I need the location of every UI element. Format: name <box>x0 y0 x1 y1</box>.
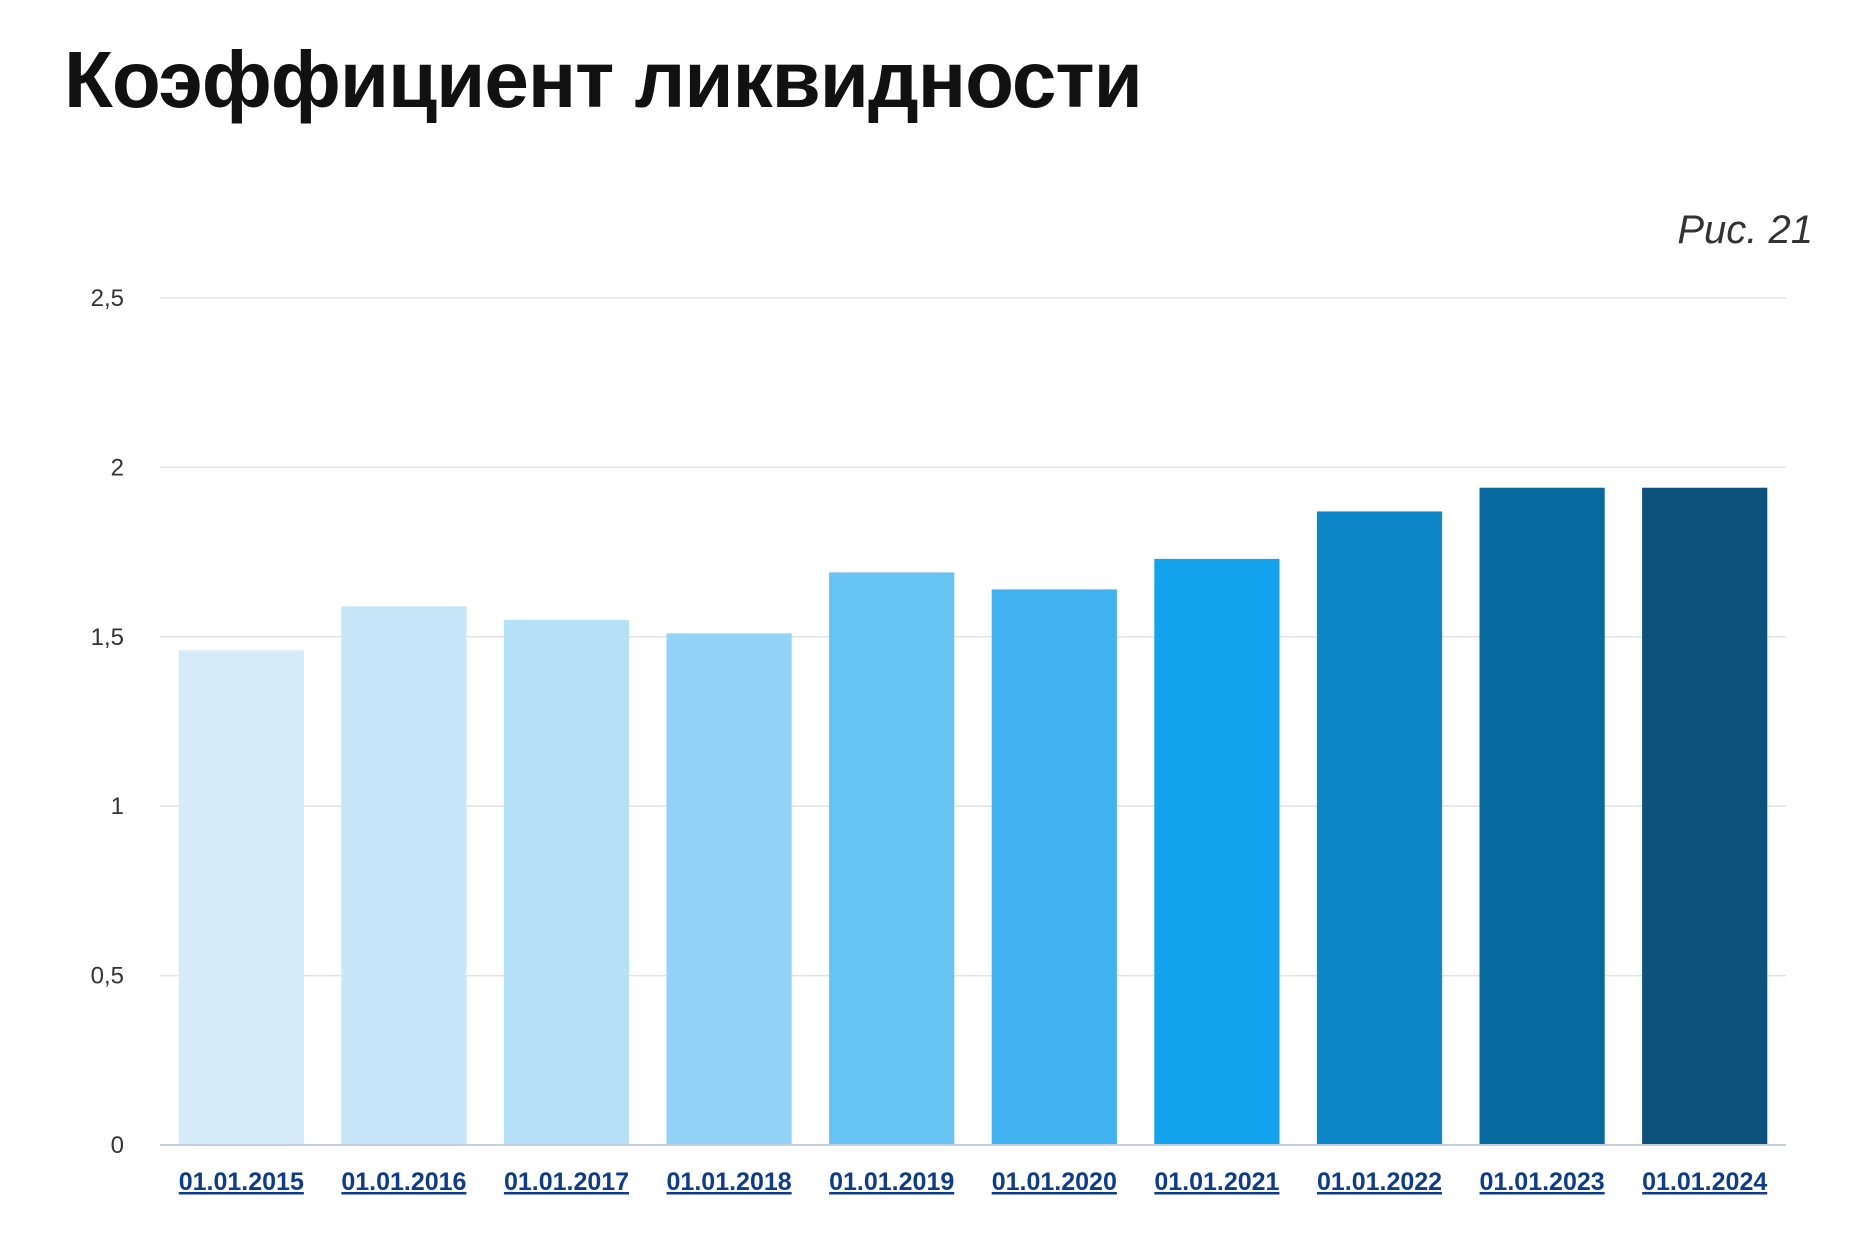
x-axis-category-labels: 01.01.2015 01.01.2016 01.01.2017 01.01.2018… <box>179 1168 1768 1196</box>
y-tick-label: 2,5 <box>91 285 124 312</box>
x-category-label[interactable]: 01.01.2017 <box>504 1168 629 1196</box>
bar-01.01.2017 <box>503 619 630 1145</box>
y-tick-label: 1,5 <box>91 624 124 651</box>
y-tick-label: 1 <box>111 793 124 820</box>
x-category-label[interactable]: 01.01.2015 <box>179 1168 304 1196</box>
bar-01.01.2024 <box>1642 487 1768 1145</box>
x-category-label[interactable]: 01.01.2022 <box>1317 1168 1442 1196</box>
bar-01.01.2020 <box>991 589 1117 1145</box>
y-tick-label: 0 <box>111 1132 124 1159</box>
y-tick-label: 0,5 <box>91 963 124 990</box>
x-category-label[interactable]: 01.01.2019 <box>829 1168 954 1196</box>
bar-01.01.2015 <box>178 650 304 1145</box>
bars <box>178 487 1768 1146</box>
x-category-label[interactable]: 01.01.2016 <box>341 1168 466 1196</box>
x-category-label[interactable]: 01.01.2023 <box>1480 1168 1605 1196</box>
y-axis-tick-labels: 0 0,5 1 1,5 2 2,5 <box>91 285 124 1159</box>
bar-01.01.2021 <box>1154 558 1280 1145</box>
x-category-label[interactable]: 01.01.2018 <box>667 1168 792 1196</box>
bar-01.01.2019 <box>829 572 955 1145</box>
x-category-label[interactable]: 01.01.2021 <box>1154 1168 1279 1196</box>
bar-01.01.2018 <box>666 633 792 1145</box>
figure-label: Рис. 21 <box>1677 208 1813 252</box>
y-tick-label: 2 <box>111 454 124 481</box>
x-category-label[interactable]: 01.01.2024 <box>1642 1168 1767 1196</box>
page-title: Коэффициент ликвидности <box>64 35 1143 124</box>
bar-01.01.2023 <box>1479 487 1605 1145</box>
x-category-label[interactable]: 01.01.2020 <box>992 1168 1117 1196</box>
bar-01.01.2022 <box>1316 511 1443 1146</box>
bar-01.01.2016 <box>341 606 467 1145</box>
